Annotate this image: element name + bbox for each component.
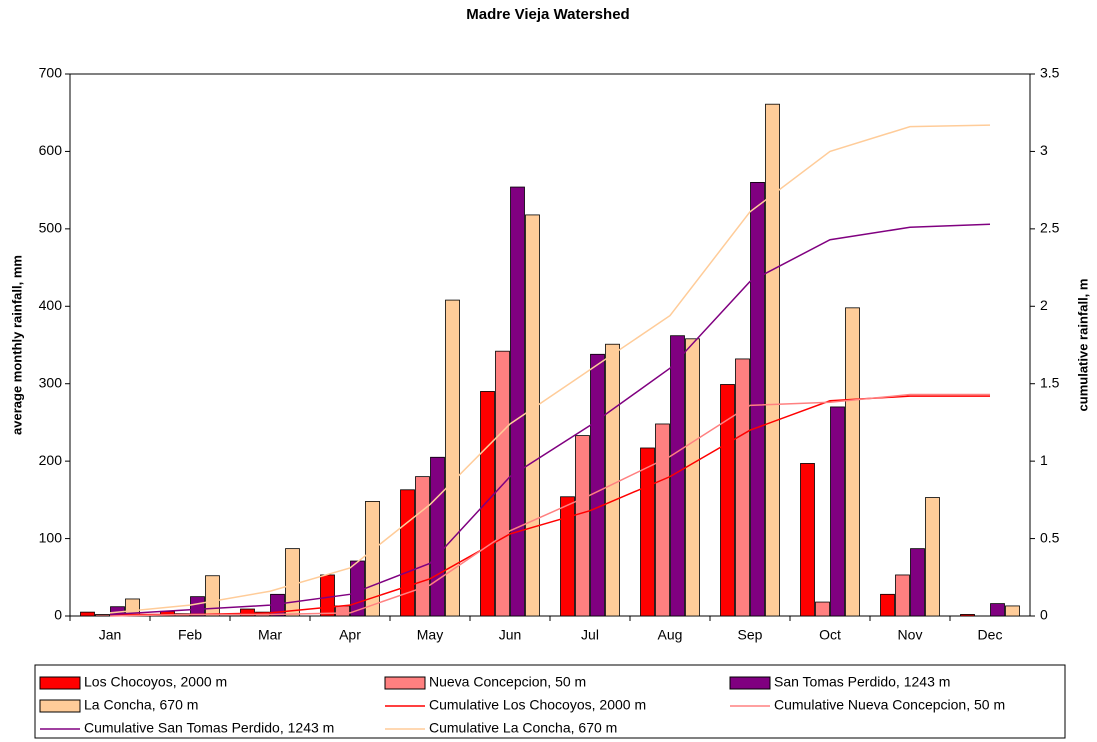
bar [560,496,575,617]
y-tick-label: 500 [39,220,63,236]
bar [990,603,1005,617]
legend-label: Nueva Concepcion, 50 m [429,674,586,690]
legend-label: San Tomas Perdido, 1243 m [774,674,950,690]
x-tick-label: Oct [819,627,841,643]
legend-label: Cumulative La Concha, 670 m [429,720,617,736]
bar [335,605,350,617]
y2-tick-label: 0.5 [1040,529,1060,545]
bar [815,601,830,617]
bar [925,497,940,617]
bar [415,476,430,617]
plot-area [69,73,1031,617]
bar [590,353,605,617]
line [109,124,991,614]
legend-label: La Concha, 670 m [84,697,198,713]
y2-tick-label: 2 [1040,297,1048,313]
bar [910,548,925,617]
line [109,393,990,617]
x-tick-label: Jan [99,627,122,643]
x-tick-label: Nov [898,627,923,643]
legend-label: Cumulative Los Chocoyos, 2000 m [429,697,646,713]
x-tick-label: Aug [658,627,683,643]
bar [205,575,220,617]
bar [720,384,735,617]
legend-label: Los Chocoyos, 2000 m [84,674,227,690]
bar [655,423,670,617]
line [109,223,991,616]
legend-swatch [39,699,81,713]
x-tick-label: Dec [978,627,1003,643]
bar [525,214,540,617]
legend-label: Cumulative Nueva Concepcion, 50 m [774,697,1005,713]
bar [750,181,765,617]
bar [605,343,620,617]
y2-tick-label: 1.5 [1040,374,1060,390]
legend-label: Cumulative San Tomas Perdido, 1243 m [84,720,334,736]
bar [765,103,780,617]
x-tick-label: Jul [581,627,599,643]
bar [845,307,860,617]
y2-tick-label: 3.5 [1040,65,1060,81]
legend-swatch [729,676,771,690]
bar [285,548,300,617]
bar [640,447,655,617]
bar [80,611,95,617]
bar [685,338,700,617]
bar [880,593,895,617]
x-tick-label: Mar [258,627,282,643]
legend-swatch [384,676,426,690]
y-tick-label: 200 [39,452,63,468]
bar [960,614,975,617]
y-tick-label: 700 [39,65,63,81]
bar [95,614,110,617]
bar [735,358,750,617]
bar [400,489,415,617]
y2-tick-label: 2.5 [1040,220,1060,236]
chart-title: Madre Vieja Watershed [466,6,629,23]
y-tick-label: 0 [54,607,62,623]
bar [350,560,365,617]
bar [190,596,205,617]
bar [800,463,815,617]
y2-tick-label: 1 [1040,452,1048,468]
legend-box [34,664,1066,739]
x-tick-label: Jun [499,627,522,643]
bar [430,456,445,617]
x-tick-label: Sep [738,627,763,643]
bar [1005,605,1020,617]
x-tick-label: Apr [339,627,361,643]
legend-swatch [39,676,81,690]
bar [830,406,845,617]
y2-axis-title: cumulative rainfall, m [1075,279,1090,412]
bar [510,186,525,617]
bar [495,350,510,617]
x-tick-label: May [417,627,443,643]
bar [445,299,460,617]
bar [895,574,910,617]
line [110,395,990,616]
x-tick-label: Feb [178,627,202,643]
bar [480,391,495,617]
y-axis-title: average monthly rainfall, mm [9,255,24,435]
y-tick-label: 300 [39,374,63,390]
bar [575,435,590,617]
y-tick-label: 100 [39,529,63,545]
bar [320,574,335,617]
y2-tick-label: 3 [1040,142,1048,158]
y-tick-label: 600 [39,142,63,158]
y2-tick-label: 0 [1040,607,1048,623]
y-tick-label: 400 [39,297,63,313]
